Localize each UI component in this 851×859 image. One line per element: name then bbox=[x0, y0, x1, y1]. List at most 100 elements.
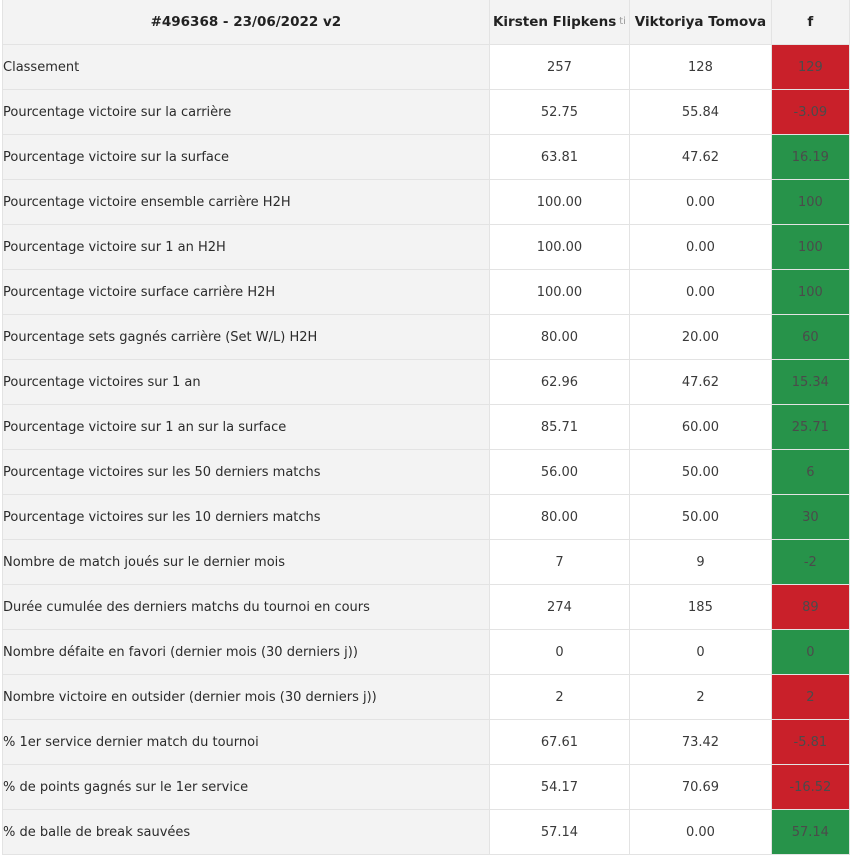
diff-value: -5.81 bbox=[770, 719, 851, 765]
player1-value: 80.00 bbox=[488, 494, 631, 540]
player2-value: 70.69 bbox=[629, 764, 772, 810]
player2-value: 50.00 bbox=[629, 494, 772, 540]
diff-header[interactable]: f bbox=[770, 0, 851, 45]
row-label: Pourcentage victoire sur 1 an H2H bbox=[2, 224, 490, 270]
player2-value: 73.42 bbox=[629, 719, 772, 765]
row-label: % de balle de break sauvées bbox=[2, 809, 490, 855]
player1-value: 257 bbox=[488, 44, 631, 90]
player1-name: Kirsten Flipkens bbox=[492, 14, 617, 30]
player2-header[interactable]: Viktoriya Tomova bbox=[629, 0, 772, 45]
player2-value: 50.00 bbox=[629, 449, 772, 495]
player1-value: 80.00 bbox=[488, 314, 631, 360]
row-label: Pourcentage victoire sur 1 an sur la sur… bbox=[2, 404, 490, 450]
table-row: % de balle de break sauvées 57.14 0.00 57.1… bbox=[2, 809, 851, 855]
player2-value: 60.00 bbox=[629, 404, 772, 450]
table-row: % de points gagnés sur le 1er service 54.… bbox=[2, 764, 851, 810]
player2-value: 0 bbox=[629, 629, 772, 675]
player1-header[interactable]: Kirsten Flipkens ti bbox=[488, 0, 631, 45]
match-title: #496368 - 23/06/2022 v2 bbox=[150, 14, 342, 30]
table-row: Nombre défaite en favori (dernier mois (… bbox=[2, 629, 851, 675]
table-body: Classement 257 128 129 Pourcentage victoire … bbox=[2, 44, 851, 855]
row-label: Classement bbox=[2, 44, 490, 90]
player1-value: 7 bbox=[488, 539, 631, 585]
player1-value: 274 bbox=[488, 584, 631, 630]
player1-value: 100.00 bbox=[488, 269, 631, 315]
diff-value: 0 bbox=[770, 629, 851, 675]
diff-value: 60 bbox=[770, 314, 851, 360]
player1-value: 62.96 bbox=[488, 359, 631, 405]
player1-value: 57.14 bbox=[488, 809, 631, 855]
diff-value: 57.14 bbox=[770, 809, 851, 855]
player1-value: 67.61 bbox=[488, 719, 631, 765]
table-row: Nombre victoire en outsider (dernier moi… bbox=[2, 674, 851, 720]
diff-value: 100 bbox=[770, 269, 851, 315]
table-row: Pourcentage victoire surface carrière H2… bbox=[2, 269, 851, 315]
player2-value: 2 bbox=[629, 674, 772, 720]
table-row: Pourcentage victoires sur les 10 dernier… bbox=[2, 494, 851, 540]
table-row: Classement 257 128 129 bbox=[2, 44, 851, 90]
player1-value: 63.81 bbox=[488, 134, 631, 180]
row-label: Pourcentage victoire sur la carrière bbox=[2, 89, 490, 135]
table-row: Pourcentage sets gagnés carrière (Set W/… bbox=[2, 314, 851, 360]
table-row: Pourcentage victoire sur 1 an H2H 100.00 0… bbox=[2, 224, 851, 270]
player1-value: 85.71 bbox=[488, 404, 631, 450]
player2-value: 185 bbox=[629, 584, 772, 630]
table-row: Nombre de match joués sur le dernier moi… bbox=[2, 539, 851, 585]
player2-value: 55.84 bbox=[629, 89, 772, 135]
match-title-header: #496368 - 23/06/2022 v2 bbox=[2, 0, 490, 45]
table-row: Pourcentage victoire sur la surface 63.81… bbox=[2, 134, 851, 180]
player2-value: 47.62 bbox=[629, 134, 772, 180]
player2-value: 0.00 bbox=[629, 269, 772, 315]
row-label: Pourcentage victoire surface carrière H2… bbox=[2, 269, 490, 315]
diff-value: 100 bbox=[770, 224, 851, 270]
row-label: Pourcentage victoires sur les 10 dernier… bbox=[2, 494, 490, 540]
diff-value: 16.19 bbox=[770, 134, 851, 180]
diff-value: 2 bbox=[770, 674, 851, 720]
diff-value: -3.09 bbox=[770, 89, 851, 135]
table-row: Durée cumulée des derniers matchs du tou… bbox=[2, 584, 851, 630]
row-label: Durée cumulée des derniers matchs du tou… bbox=[2, 584, 490, 630]
row-label: Pourcentage victoires sur les 50 dernier… bbox=[2, 449, 490, 495]
player1-suffix: ti bbox=[619, 16, 626, 27]
diff-value: 6 bbox=[770, 449, 851, 495]
player1-value: 52.75 bbox=[488, 89, 631, 135]
table-row: % 1er service dernier match du tournoi 67… bbox=[2, 719, 851, 765]
player1-value: 0 bbox=[488, 629, 631, 675]
diff-value: -16.52 bbox=[770, 764, 851, 810]
row-label: Pourcentage victoire sur la surface bbox=[2, 134, 490, 180]
table-row: Pourcentage victoire sur 1 an sur la sur… bbox=[2, 404, 851, 450]
row-label: Nombre victoire en outsider (dernier moi… bbox=[2, 674, 490, 720]
table-row: Pourcentage victoires sur les 50 dernier… bbox=[2, 449, 851, 495]
player1-value: 100.00 bbox=[488, 179, 631, 225]
row-label: Nombre défaite en favori (dernier mois (… bbox=[2, 629, 490, 675]
player2-value: 128 bbox=[629, 44, 772, 90]
row-label: Pourcentage sets gagnés carrière (Set W/… bbox=[2, 314, 490, 360]
table-row: Pourcentage victoire ensemble carrière H… bbox=[2, 179, 851, 225]
row-label: % 1er service dernier match du tournoi bbox=[2, 719, 490, 765]
player2-value: 9 bbox=[629, 539, 772, 585]
player2-name: Viktoriya Tomova bbox=[634, 14, 767, 30]
table-row: Pourcentage victoires sur 1 an 62.96 47.62… bbox=[2, 359, 851, 405]
table-row: Pourcentage victoire sur la carrière 52.7… bbox=[2, 89, 851, 135]
player2-value: 47.62 bbox=[629, 359, 772, 405]
player2-value: 0.00 bbox=[629, 224, 772, 270]
table-header-row: #496368 - 23/06/2022 v2 Kirsten Flipkens… bbox=[2, 0, 851, 45]
diff-value: 15.34 bbox=[770, 359, 851, 405]
player1-value: 54.17 bbox=[488, 764, 631, 810]
player1-value: 56.00 bbox=[488, 449, 631, 495]
diff-value: 25.71 bbox=[770, 404, 851, 450]
diff-header-label: f bbox=[807, 14, 814, 30]
player2-value: 0.00 bbox=[629, 179, 772, 225]
diff-value: 30 bbox=[770, 494, 851, 540]
diff-value: 100 bbox=[770, 179, 851, 225]
player2-value: 0.00 bbox=[629, 809, 772, 855]
diff-value: -2 bbox=[770, 539, 851, 585]
diff-value: 89 bbox=[770, 584, 851, 630]
player1-value: 100.00 bbox=[488, 224, 631, 270]
row-label: Nombre de match joués sur le dernier moi… bbox=[2, 539, 490, 585]
row-label: Pourcentage victoires sur 1 an bbox=[2, 359, 490, 405]
player1-value: 2 bbox=[488, 674, 631, 720]
player2-value: 20.00 bbox=[629, 314, 772, 360]
row-label: % de points gagnés sur le 1er service bbox=[2, 764, 490, 810]
